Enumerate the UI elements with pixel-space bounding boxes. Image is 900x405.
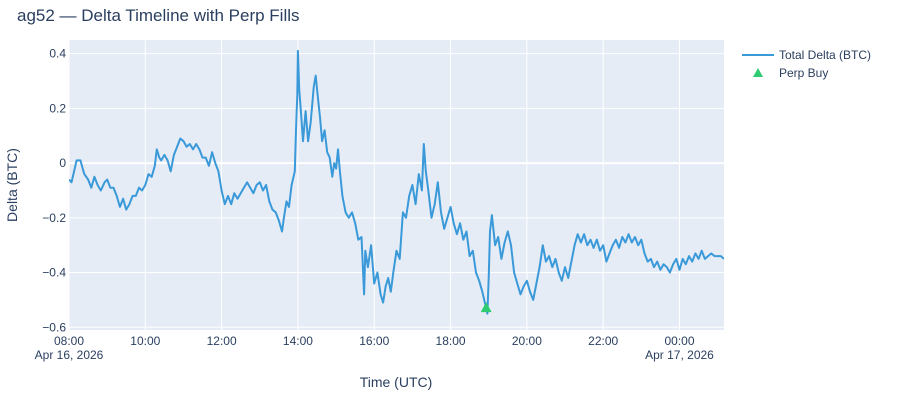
grid-lines [68, 40, 724, 330]
legend-label-total-delta[interactable]: Total Delta (BTC) [779, 48, 871, 62]
x-tick-date-label: Apr 17, 2026 [645, 348, 714, 362]
legend-triangle-swatch [753, 68, 763, 77]
x-tick-label: 10:00 [130, 334, 160, 348]
series-layer [69, 49, 724, 315]
y-tick-label: 0 [59, 156, 66, 170]
y-tick-label: −0.4 [42, 266, 66, 280]
x-tick-label: 12:00 [207, 334, 237, 348]
y-tick-label: −0.2 [42, 211, 66, 225]
total-delta-line [69, 49, 724, 315]
chart-title: ag52 — Delta Timeline with Perp Fills [17, 6, 300, 25]
x-tick-label: 22:00 [588, 334, 618, 348]
y-axis-label: Delta (BTC) [4, 148, 20, 222]
x-tick-date-label: Apr 16, 2026 [35, 348, 104, 362]
plot-area [69, 40, 724, 330]
y-tick-label: 0.2 [49, 101, 66, 115]
y-tick-label: −0.6 [42, 320, 66, 334]
legend[interactable]: Total Delta (BTC) Perp Buy [742, 48, 871, 80]
legend-label-perp-buy[interactable]: Perp Buy [779, 66, 828, 80]
x-tick-label: 16:00 [359, 334, 389, 348]
x-tick-label: 20:00 [512, 334, 542, 348]
x-tick-label: 14:00 [283, 334, 313, 348]
y-tick-label: 0.4 [49, 47, 66, 61]
x-tick-label: 00:00 [664, 334, 694, 348]
x-tick-label: 08:00 [54, 334, 84, 348]
perp-buy-marker [480, 302, 492, 313]
x-axis-label: Time (UTC) [360, 374, 433, 390]
x-tick-label: 18:00 [436, 334, 466, 348]
